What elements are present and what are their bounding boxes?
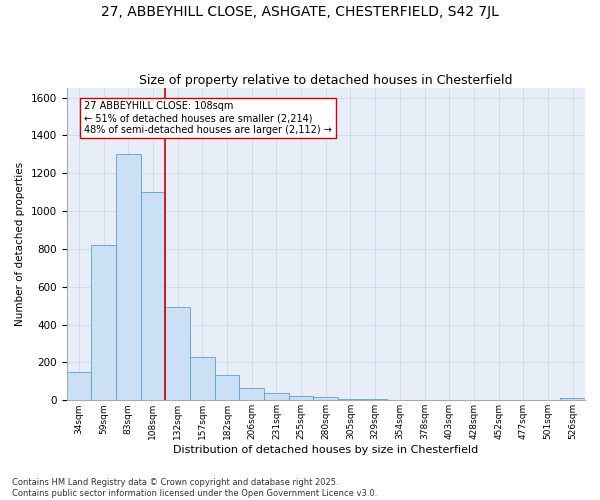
Bar: [560, 398, 585, 400]
Bar: [91, 245, 116, 400]
Bar: [140, 192, 165, 400]
Bar: [67, 372, 91, 400]
Bar: [313, 398, 338, 400]
Text: 27 ABBEYHILL CLOSE: 108sqm
← 51% of detached houses are smaller (2,214)
48% of s: 27 ABBEYHILL CLOSE: 108sqm ← 51% of deta…: [84, 102, 332, 134]
Bar: [264, 393, 289, 400]
Bar: [289, 396, 313, 400]
X-axis label: Distribution of detached houses by size in Chesterfield: Distribution of detached houses by size …: [173, 445, 478, 455]
Bar: [338, 399, 363, 400]
Bar: [116, 154, 140, 400]
Text: 27, ABBEYHILL CLOSE, ASHGATE, CHESTERFIELD, S42 7JL: 27, ABBEYHILL CLOSE, ASHGATE, CHESTERFIE…: [101, 5, 499, 19]
Text: Contains HM Land Registry data © Crown copyright and database right 2025.
Contai: Contains HM Land Registry data © Crown c…: [12, 478, 377, 498]
Y-axis label: Number of detached properties: Number of detached properties: [15, 162, 25, 326]
Bar: [165, 306, 190, 400]
Title: Size of property relative to detached houses in Chesterfield: Size of property relative to detached ho…: [139, 74, 512, 87]
Bar: [239, 388, 264, 400]
Bar: [215, 376, 239, 400]
Bar: [190, 357, 215, 401]
